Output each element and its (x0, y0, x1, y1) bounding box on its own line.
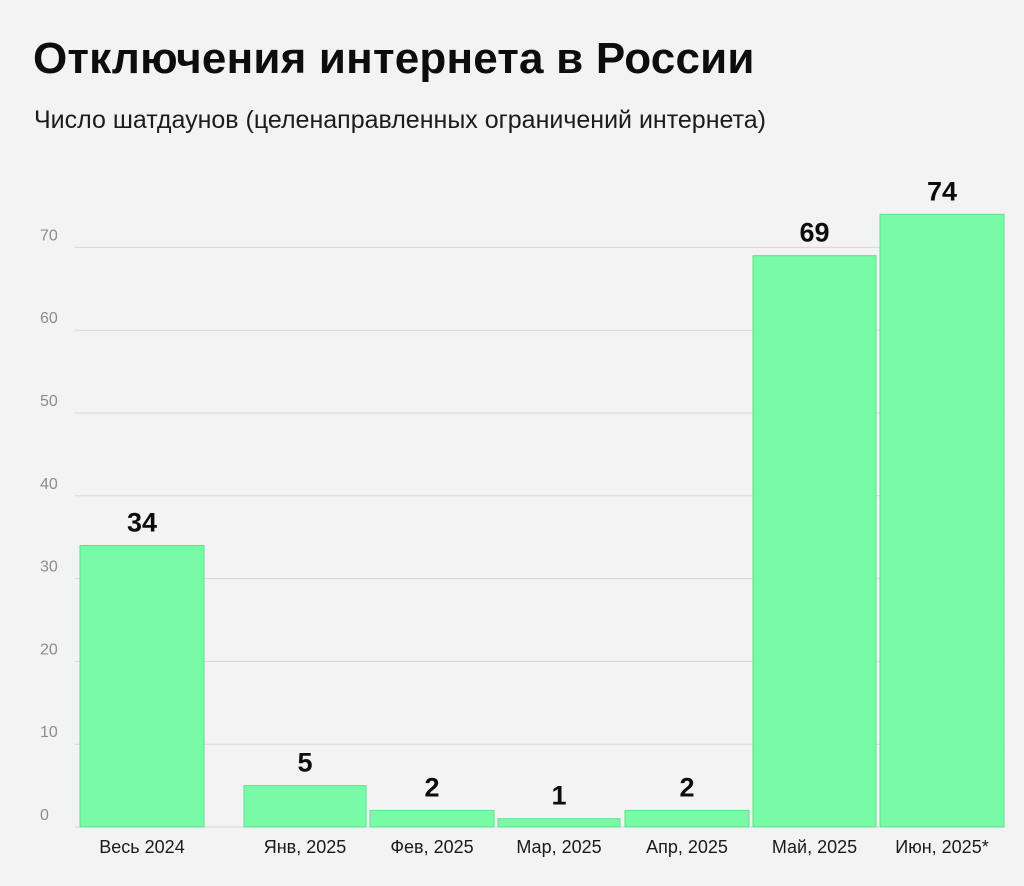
y-tick-label: 20 (40, 641, 58, 658)
y-tick-label: 60 (40, 310, 58, 327)
bar (243, 785, 367, 828)
y-tick-label: 30 (40, 559, 58, 576)
data-label: 1 (551, 781, 566, 811)
data-label: 5 (297, 748, 312, 778)
data-label: 69 (799, 218, 829, 248)
y-tick-label: 70 (40, 227, 58, 244)
y-tick-label: 40 (40, 476, 58, 493)
category-label: Мар, 2025 (516, 837, 601, 857)
y-tick-label: 50 (40, 393, 58, 410)
data-label: 2 (424, 772, 439, 802)
data-label: 34 (127, 507, 157, 537)
label-layer: 0 10 20 30 40 50 60 70 34 Весь 2024 5 Янв, 2025 2 Фев… (40, 176, 989, 857)
bar (369, 809, 495, 828)
data-label: 2 (679, 772, 694, 802)
chart-subtitle: Число шатдаунов (целенаправленных ограни… (34, 106, 766, 134)
chart-title: Отключения интернета в России (33, 34, 755, 83)
y-tick-label: 0 (40, 807, 49, 824)
bar (497, 818, 621, 828)
category-label: Апр, 2025 (646, 837, 728, 857)
category-label: Фев, 2025 (390, 837, 473, 857)
bar (624, 809, 750, 828)
category-label: Июн, 2025* (895, 837, 988, 857)
data-label: 74 (927, 176, 957, 206)
bar (879, 213, 1005, 828)
category-label: Весь 2024 (99, 837, 184, 857)
bar (79, 544, 205, 828)
y-tick-label: 10 (40, 724, 58, 741)
category-label: Янв, 2025 (264, 837, 347, 857)
bar (752, 255, 877, 828)
category-label: Май, 2025 (772, 837, 857, 857)
bar-layer (79, 213, 1005, 828)
